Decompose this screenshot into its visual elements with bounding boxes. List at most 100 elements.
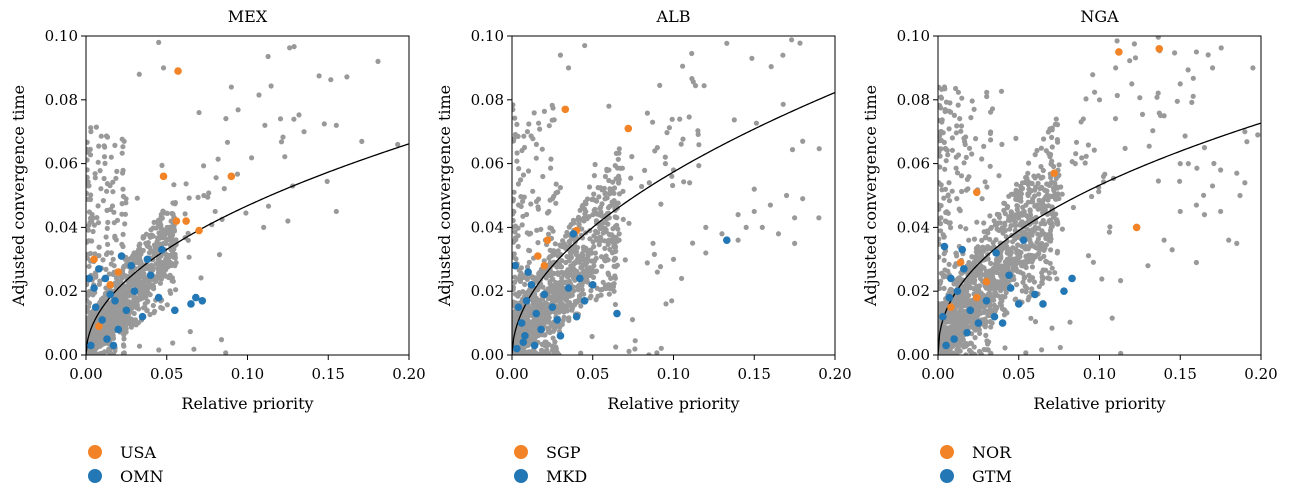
series-point-omn (91, 303, 100, 311)
series-point-omn (154, 293, 163, 302)
background-point (549, 343, 555, 349)
background-point (316, 73, 322, 79)
legend-item: OMN (88, 464, 164, 488)
background-point (1038, 164, 1044, 170)
background-point (1023, 245, 1029, 251)
background-point (997, 300, 1003, 306)
background-point (1052, 192, 1059, 198)
background-point (155, 267, 162, 273)
background-point (1031, 173, 1037, 179)
background-point (1002, 345, 1008, 351)
background-point (167, 288, 173, 294)
background-point (958, 123, 965, 129)
x-axis-label: Relative priority (607, 394, 739, 413)
series-point-omn (90, 284, 98, 292)
background-point (545, 328, 551, 334)
background-point (147, 267, 153, 273)
background-point (979, 156, 985, 162)
background-point (1006, 193, 1012, 199)
background-point (1057, 344, 1063, 351)
background-point (792, 215, 798, 221)
background-point (96, 244, 102, 250)
background-point (526, 310, 532, 316)
background-point (953, 165, 959, 171)
series-point-gtm (939, 312, 947, 321)
background-point (112, 142, 118, 148)
background-point (97, 278, 103, 284)
background-point (1082, 160, 1088, 166)
background-point (981, 346, 987, 353)
background-point (966, 237, 972, 243)
background-point (512, 136, 517, 142)
background-point (957, 314, 963, 320)
background-point (618, 165, 624, 171)
background-point (632, 338, 638, 344)
background-point (992, 269, 998, 275)
background-point (938, 278, 944, 284)
background-point (1218, 167, 1224, 173)
background-point (998, 254, 1004, 260)
background-point (144, 278, 150, 284)
background-point (165, 224, 171, 231)
series-point-usa (114, 268, 123, 276)
background-point (940, 232, 946, 238)
series-point-mkd (519, 338, 528, 347)
background-point (129, 254, 135, 260)
background-point (768, 64, 774, 70)
background-point (546, 123, 552, 129)
background-point (555, 270, 561, 276)
background-point (1085, 253, 1092, 259)
background-point (221, 186, 227, 192)
background-point (620, 216, 626, 222)
background-point (120, 265, 126, 271)
background-point (162, 273, 168, 279)
background-point (654, 145, 660, 151)
background-point (1155, 90, 1161, 96)
background-point (103, 251, 110, 257)
series-point-omn (114, 325, 123, 334)
background-point (998, 273, 1004, 280)
background-point (333, 122, 339, 128)
background-point (603, 285, 609, 292)
background-point (1193, 202, 1199, 208)
background-point (168, 218, 174, 224)
background-point (162, 210, 168, 216)
background-point (526, 121, 532, 127)
background-point (1014, 213, 1020, 219)
background-point (112, 235, 118, 241)
series-point-usa (195, 226, 203, 235)
background-point (689, 50, 695, 57)
fit-curve (86, 143, 409, 355)
series-point-omn (106, 290, 115, 299)
background-point (602, 245, 608, 251)
background-point (104, 321, 110, 327)
background-point (951, 112, 957, 118)
background-point (157, 272, 163, 278)
series-point-mkd (572, 312, 581, 321)
background-point (86, 174, 90, 180)
background-point (324, 178, 330, 184)
background-point (156, 39, 162, 45)
background-point (530, 334, 536, 341)
chart-svg: 0.00 0.05 0.10 0.15 0.200.000.020.040.060.08… (861, 7, 1278, 413)
background-point (586, 214, 592, 220)
background-point (987, 236, 993, 242)
background-point (942, 186, 949, 192)
background-point (973, 272, 979, 279)
background-point (185, 230, 191, 236)
background-point (280, 134, 286, 140)
background-point (1099, 276, 1105, 282)
background-point (131, 281, 137, 287)
background-point (1017, 254, 1023, 260)
background-point (565, 65, 572, 71)
background-point (662, 161, 669, 167)
background-point (963, 226, 969, 232)
x-tick-label: 0.10 (231, 365, 264, 383)
background-point (954, 123, 960, 129)
background-point (111, 220, 117, 226)
background-point (980, 244, 986, 250)
background-point (90, 228, 96, 235)
background-point (543, 303, 549, 309)
background-point (1001, 227, 1007, 233)
background-point (666, 125, 672, 131)
